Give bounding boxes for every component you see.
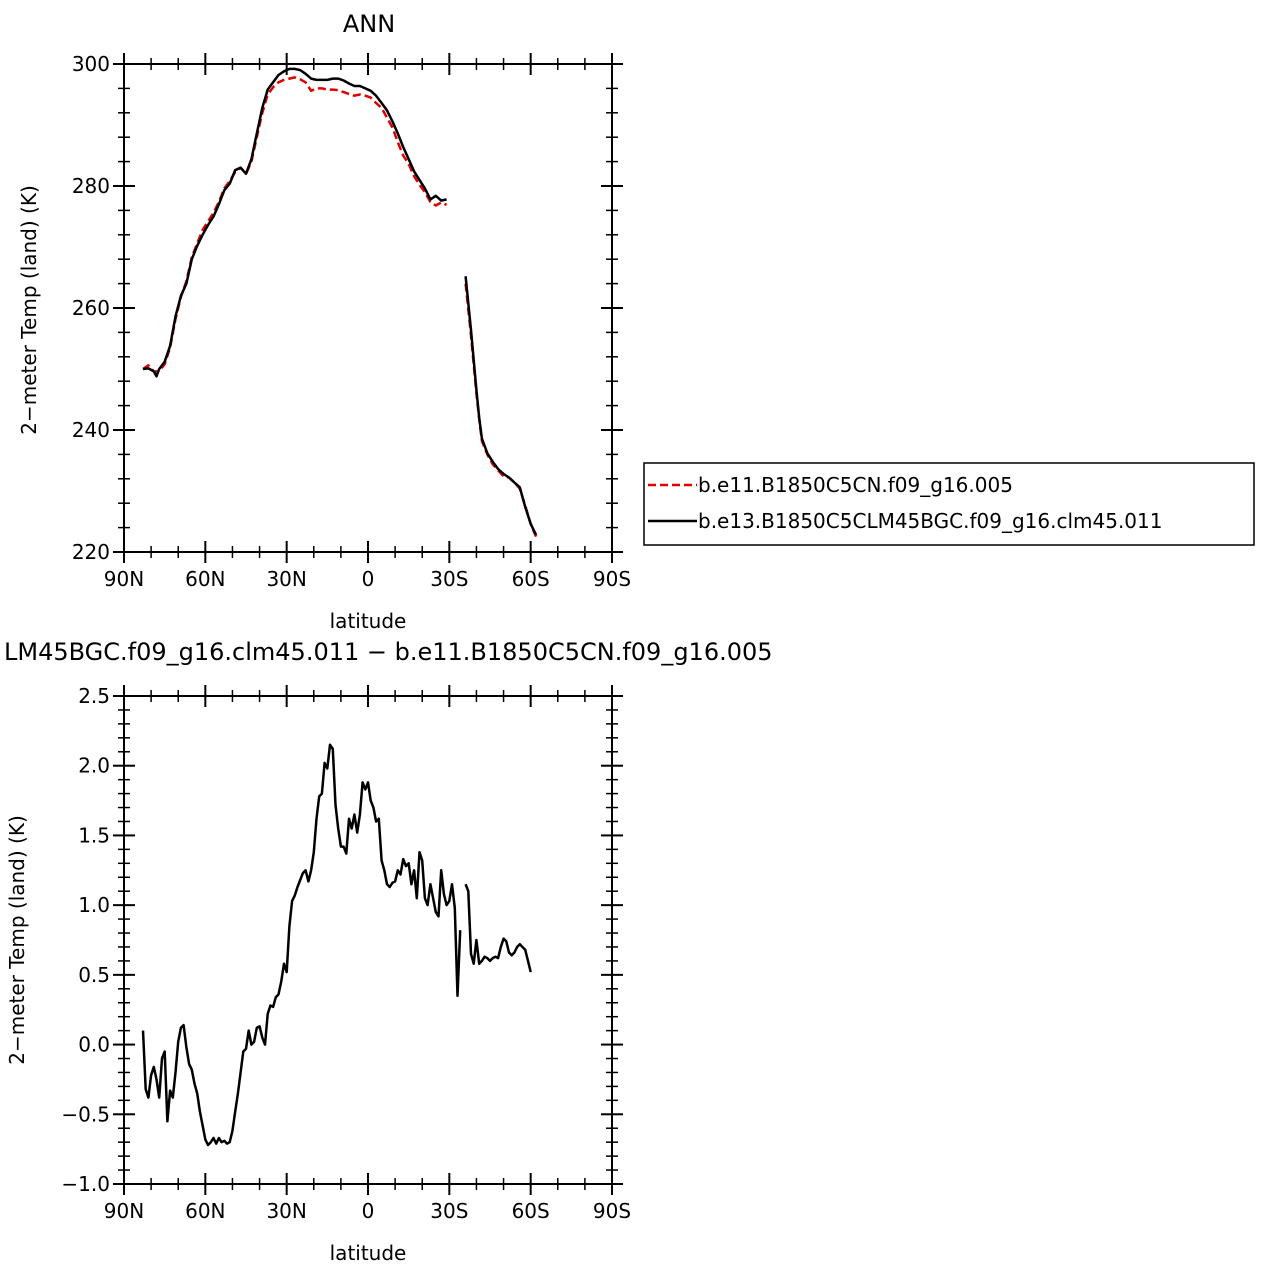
axis-ticks: 90N 60N 30N 0 30S 60S 90S −1.0 −0.5 0.0 0.5 1.0 1.5 2… — [61, 684, 631, 1223]
y-tick-label: 240 — [72, 418, 110, 442]
y-tick-label: 280 — [72, 174, 110, 198]
x-tick-label: 60S — [512, 1199, 550, 1223]
y-tick-label: 1.5 — [78, 823, 110, 847]
x-tick-label: 30S — [430, 1199, 468, 1223]
x-tick-label: 60N — [185, 567, 225, 591]
x-tick-label: 0 — [362, 1199, 375, 1223]
y-tick-label: 220 — [72, 540, 110, 564]
y-tick-label: 260 — [72, 296, 110, 320]
x-tick-label: 90N — [104, 567, 144, 591]
series-line-solid — [142, 67, 447, 378]
y-tick-label: 0.0 — [78, 1033, 110, 1057]
y-axis-label: 2−meter Temp (land) (K) — [17, 185, 41, 435]
chart-title: ANN — [343, 10, 395, 38]
y-tick-label: 300 — [72, 52, 110, 76]
x-tick-label: 30N — [266, 1199, 306, 1223]
legend-box — [643, 462, 1255, 546]
y-tick-label: 1.0 — [78, 893, 110, 917]
x-tick-label: 60N — [185, 1199, 225, 1223]
y-tick-label: −1.0 — [61, 1172, 110, 1196]
chart-title: LM45BGC.f09_g16.clm45.011 − b.e11.B1850C… — [4, 638, 773, 666]
x-tick-label: 0 — [362, 567, 375, 591]
x-axis-label: latitude — [330, 609, 407, 633]
x-tick-label: 30S — [430, 567, 468, 591]
x-tick-label: 90N — [104, 1199, 144, 1223]
legend-item-label: b.e13.B1850C5CLM45BGC.f09_g16.clm45.011 — [698, 509, 1162, 533]
series-line-solid — [464, 883, 532, 973]
legend-item-label: b.e11.B1850C5CN.f09_g16.005 — [698, 473, 1013, 497]
y-tick-label: 2.5 — [78, 684, 110, 708]
top-chart: ANN 90N 60N 30N 0 30S 60S 90S 220 240 260 280 300 l… — [17, 10, 631, 633]
series-line-dashed — [142, 76, 448, 373]
series-line-dashed — [464, 283, 538, 538]
x-axis-label: latitude — [330, 1241, 407, 1265]
x-tick-label: 90S — [593, 1199, 631, 1223]
series-line-solid — [464, 276, 538, 536]
bottom-chart: LM45BGC.f09_g16.clm45.011 − b.e11.B1850C… — [4, 638, 773, 1265]
x-tick-label: 30N — [266, 567, 306, 591]
y-axis-label: 2−meter Temp (land) (K) — [5, 815, 29, 1065]
y-tick-label: 2.0 — [78, 754, 110, 778]
x-tick-label: 60S — [512, 567, 550, 591]
series-line-solid — [141, 743, 462, 1147]
x-tick-label: 90S — [593, 567, 631, 591]
series-lines — [142, 67, 538, 538]
plot-frame — [123, 63, 613, 553]
y-tick-label: −0.5 — [61, 1102, 110, 1126]
legend: b.e11.B1850C5CN.f09_g16.005 b.e13.B1850C… — [643, 462, 1255, 546]
y-tick-label: 0.5 — [78, 963, 110, 987]
plot-frame — [123, 695, 613, 1185]
series-lines — [141, 743, 532, 1147]
axis-ticks: 90N 60N 30N 0 30S 60S 90S 220 240 260 280 300 — [72, 52, 631, 591]
